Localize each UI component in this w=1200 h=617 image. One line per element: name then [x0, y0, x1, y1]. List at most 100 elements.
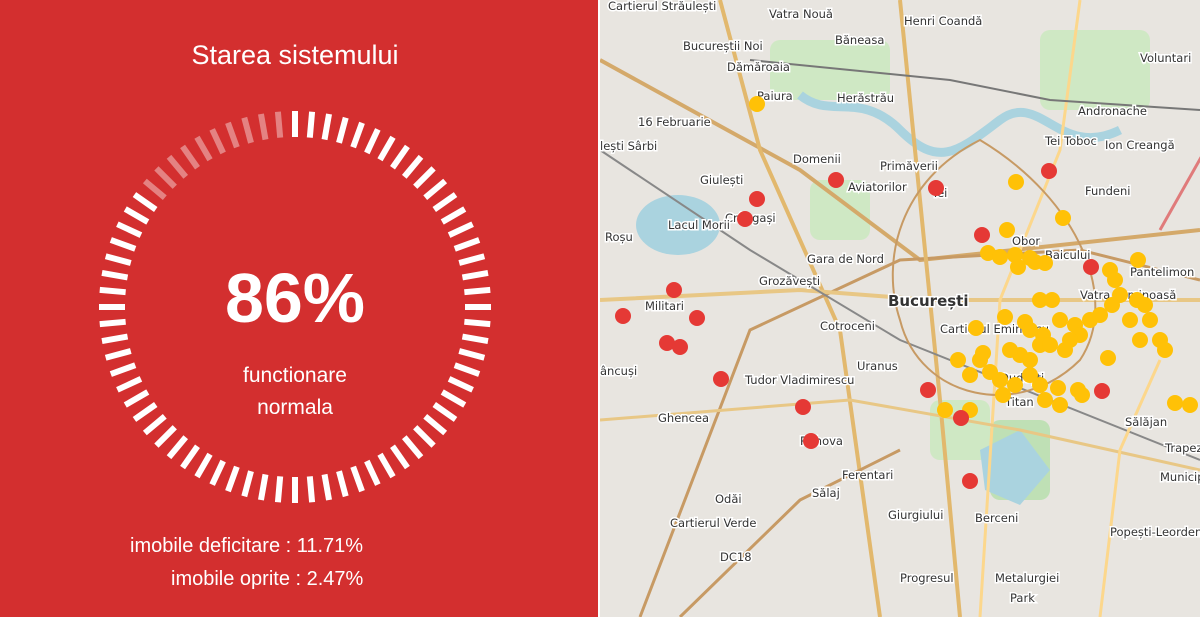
- deficient-building-marker: [1022, 352, 1038, 368]
- gauge-tick: [447, 376, 474, 393]
- deficient-building-marker: [968, 320, 984, 336]
- gauge-tick: [423, 178, 448, 201]
- road: [600, 287, 1200, 302]
- stopped-building-marker: [795, 399, 811, 415]
- gauge-tick: [104, 253, 132, 266]
- stopped-building-marker: [953, 410, 969, 426]
- map-label: Cotroceni: [820, 319, 875, 333]
- map-label: Herăstrău: [837, 91, 894, 105]
- gauge-tick: [453, 362, 481, 377]
- stopped-building-marker: [666, 282, 682, 298]
- park-area: [1040, 30, 1150, 110]
- deficient-building-marker: [1055, 210, 1071, 226]
- stopped-building-marker: [920, 382, 936, 398]
- map-label: Odăi: [715, 492, 742, 506]
- map-label: âncuși: [600, 364, 637, 378]
- stopped-building-marker: [803, 433, 819, 449]
- map-label: Bucureștii Noi: [683, 39, 763, 53]
- gauge-tick: [123, 206, 150, 225]
- gauge-tick: [432, 192, 458, 212]
- deficient-building-marker: [1142, 312, 1158, 328]
- deficient-building-marker: [1002, 342, 1018, 358]
- stopped-building-marker: [689, 310, 705, 326]
- map-label: Progresul: [900, 571, 954, 585]
- gauge-tick: [458, 253, 486, 266]
- road: [600, 398, 1200, 472]
- deficient-building-marker: [1050, 380, 1066, 396]
- gauge-tick: [413, 166, 436, 189]
- road: [1158, 156, 1200, 231]
- map-label: Metalurgiei: [995, 571, 1059, 585]
- gauge-tick: [364, 128, 381, 155]
- gauge-tick: [274, 111, 284, 138]
- deficient-building-marker: [1100, 350, 1116, 366]
- gauge-tick: [464, 286, 491, 296]
- map-label: Berceni: [975, 511, 1018, 525]
- map-label: Obor: [1012, 234, 1040, 248]
- map-view[interactable]: Cartierul Străulești Vatra Nouă Henri Coan…: [600, 0, 1200, 617]
- map-label: Primăverii: [880, 159, 938, 173]
- stopped-building-marker: [1094, 383, 1110, 399]
- deficient-building-marker: [995, 387, 1011, 403]
- map-label: Dămăroaia: [727, 60, 790, 74]
- deficient-building-marker: [1137, 297, 1153, 313]
- gauge-tick: [99, 318, 126, 328]
- map-label: Tei Toboc: [1044, 134, 1097, 148]
- status-line-1: functionare: [243, 364, 347, 387]
- gauge-tick: [336, 116, 349, 144]
- map-label: 16 Februarie: [638, 115, 711, 129]
- deficient-building-marker: [1132, 332, 1148, 348]
- deficient-building-marker: [937, 402, 953, 418]
- road: [600, 58, 1200, 263]
- map-label: Giurgiului: [888, 508, 943, 522]
- gauge-tick: [225, 465, 240, 493]
- gauge-tick: [166, 154, 189, 179]
- deficient-building-marker: [992, 372, 1008, 388]
- gauge-tick: [464, 318, 491, 328]
- gauge-tick: [132, 192, 158, 212]
- deficient-building-marker: [1157, 342, 1173, 358]
- deficient-building-marker: [1104, 297, 1120, 313]
- map-label: Domenii: [793, 152, 841, 166]
- lake-chain: [797, 91, 1123, 157]
- map-label: Sălaj: [812, 486, 840, 500]
- gauge-tick: [109, 237, 137, 252]
- deficient-buildings-stat: imobile deficitare : 11.71%: [130, 535, 364, 557]
- gauge-tick: [432, 402, 458, 422]
- stopped-building-marker: [974, 227, 990, 243]
- gauge-tick: [194, 135, 213, 162]
- gauge-tick: [99, 286, 126, 296]
- deficient-building-marker: [962, 367, 978, 383]
- status-line-2: normala: [257, 396, 333, 419]
- map-label: Ghencea: [658, 411, 709, 425]
- deficient-building-marker: [1037, 392, 1053, 408]
- gauge-tick: [413, 425, 436, 448]
- gauge-tick: [209, 128, 226, 155]
- gauge-tick: [116, 376, 143, 393]
- gauge-tick: [101, 270, 129, 281]
- gauge-tick: [461, 333, 489, 344]
- gauge-tick: [104, 348, 132, 361]
- deficient-building-marker: [749, 96, 765, 112]
- gauge-tick: [209, 459, 226, 486]
- gauge-tick: [440, 389, 467, 408]
- map-label: Ferentari: [842, 468, 893, 482]
- status-text: functionare normala: [195, 360, 395, 424]
- stopped-building-marker: [713, 371, 729, 387]
- deficient-building-marker: [1007, 377, 1023, 393]
- map-label: Popești-Leordeni: [1110, 525, 1200, 539]
- city-map[interactable]: Cartierul Străulești Vatra Nouă Henri Coan…: [600, 0, 1200, 617]
- map-label: Trapezului: [1164, 441, 1200, 455]
- park-area: [810, 180, 870, 240]
- deficient-building-marker: [1130, 252, 1146, 268]
- map-label: Paiura: [757, 89, 793, 103]
- stopped-buildings-stat: imobile oprite : 2.47%: [171, 568, 364, 590]
- gauge-tick: [377, 135, 396, 162]
- gauge-tick: [180, 444, 200, 470]
- gauge-tick: [258, 113, 269, 141]
- gauge-tick: [401, 154, 424, 179]
- map-label: Park: [1010, 591, 1035, 605]
- stopped-building-marker: [1083, 259, 1099, 275]
- deficient-building-marker: [1010, 259, 1026, 275]
- gauge-tick: [258, 473, 269, 501]
